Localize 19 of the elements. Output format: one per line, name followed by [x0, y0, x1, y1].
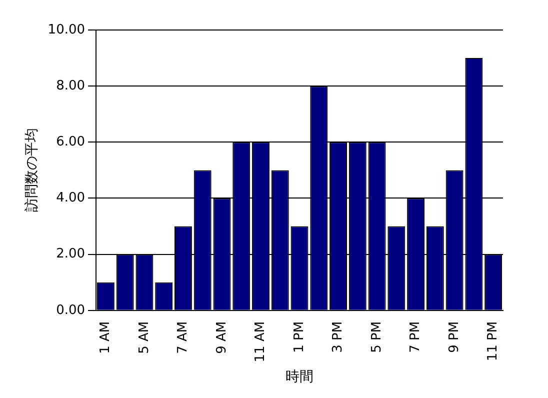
y-tick-label: 10.00: [48, 22, 86, 38]
x-tick-label: 1 AM: [98, 321, 114, 354]
x-tick-label: 11 AM: [253, 321, 268, 362]
x-tick-label: 11 PM: [486, 321, 501, 362]
y-tick-label: 8.00: [56, 78, 86, 94]
x-tick-label: 5 PM: [369, 321, 384, 353]
x-tick-label: 3 PM: [330, 321, 346, 353]
x-tick-label: 7 AM: [176, 321, 191, 354]
x-tick-label: 1 PM: [292, 321, 307, 353]
x-tick-label: 9 PM: [446, 321, 462, 353]
y-tick-label: 6.00: [56, 134, 86, 150]
y-tick-label: 2.00: [56, 246, 86, 262]
x-tick-label: 9 AM: [214, 321, 230, 354]
x-tick-label: 5 AM: [136, 321, 152, 354]
x-tick-label: 7 PM: [408, 321, 424, 353]
x-axis-title: 時間: [286, 369, 314, 386]
y-axis-title: 訪問数の平均: [24, 128, 40, 212]
y-tick-label: 0.00: [56, 302, 86, 318]
y-tick-label: 4.00: [56, 190, 86, 206]
